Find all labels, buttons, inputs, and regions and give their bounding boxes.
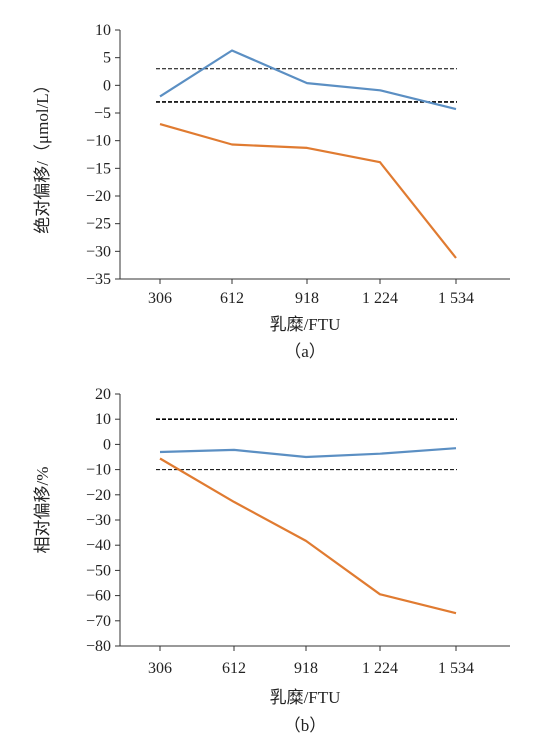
chart-caption: （a） [284, 342, 326, 361]
y-tick-label: −80 [86, 638, 111, 655]
x-tick-label: 306 [148, 660, 172, 677]
series-line-1 [159, 447, 457, 459]
y-tick-label: −30 [86, 243, 111, 260]
x-tick-label: 306 [148, 290, 172, 307]
y-tick-label: 5 [103, 50, 111, 67]
x-tick-label: 918 [295, 290, 319, 307]
y-tick-label: −10 [86, 462, 111, 479]
chart-caption: （b） [284, 716, 327, 735]
y-tick-label: −50 [86, 562, 111, 579]
x-tick-label: 1 224 [362, 660, 398, 677]
y-tick-label: −40 [86, 537, 111, 554]
y-tick-label: 0 [103, 77, 111, 94]
x-tick-label: 1 534 [438, 660, 474, 677]
y-tick-label: −25 [86, 216, 111, 233]
y-tick-label: −60 [86, 588, 111, 605]
x-axis-label: 乳糜/FTU [270, 315, 341, 334]
y-tick-label: 10 [95, 22, 111, 39]
y-tick-label: −15 [86, 160, 111, 177]
y-axis-label: 绝对偏移/（μmol/L） [33, 76, 52, 233]
x-tick-label: 612 [222, 660, 246, 677]
x-tick-label: 918 [294, 660, 318, 677]
y-tick-label: 20 [95, 386, 111, 403]
y-tick-label: −10 [86, 133, 111, 150]
x-axis-label: 乳糜/FTU [270, 688, 341, 707]
y-tick-label: 10 [95, 411, 111, 428]
y-tick-label: 0 [103, 436, 111, 453]
series-line-1 [159, 49, 457, 111]
y-tick-label: −5 [94, 105, 111, 122]
x-tick-label: 1 224 [362, 290, 398, 307]
x-tick-label: 612 [220, 290, 244, 307]
y-tick-label: −20 [86, 487, 111, 504]
series-line-2 [159, 123, 457, 259]
y-tick-label: −70 [86, 613, 111, 630]
y-tick-label: −35 [86, 271, 111, 288]
y-tick-label: −30 [86, 512, 111, 529]
y-axis-label: 相对偏移/% [33, 467, 52, 554]
chart-a: 10 5 0 −5 −10 −15 −20 −25 −30 −35 306 612 918 1 224 1 … [33, 22, 510, 361]
series-line-2 [159, 457, 457, 615]
x-tick-label: 1 534 [438, 290, 474, 307]
y-tick-label: −20 [86, 188, 111, 205]
chart-b: 20 10 0 −10 −20 −30 −40 −50 −60 −70 −80 306 612 918 1 … [33, 386, 510, 735]
